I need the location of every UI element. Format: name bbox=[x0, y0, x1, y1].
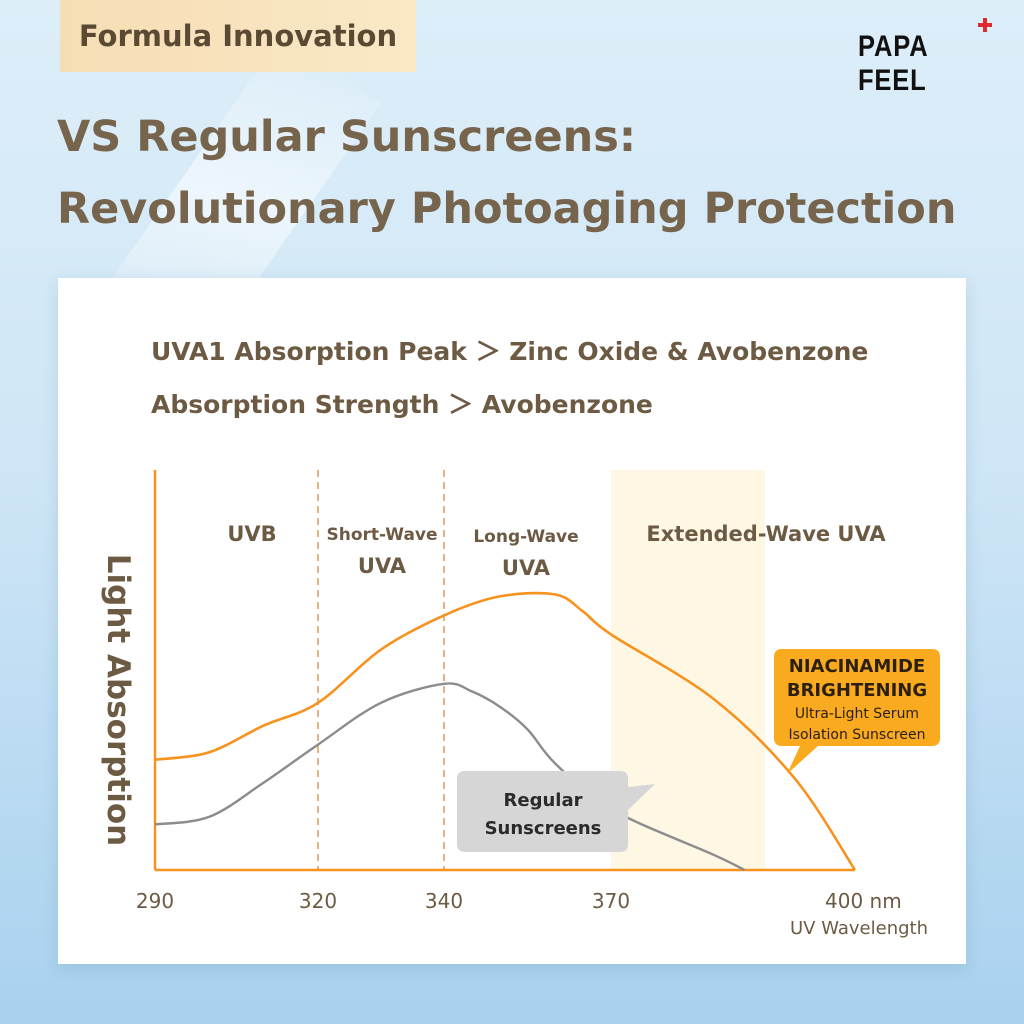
subtitle-absorption-peak: UVA1 Absorption Peak ＞ Zinc Oxide & Avob… bbox=[151, 337, 869, 366]
x-axis-label: UV Wavelength bbox=[790, 918, 928, 939]
x-tick-labels: 290 320 340 370 400 nm bbox=[136, 889, 902, 913]
region-label-0-0: UVB bbox=[227, 522, 276, 546]
headline-line-2: Revolutionary Photoaging Protection bbox=[57, 184, 957, 234]
region-label-3-0: Extended-Wave UVA bbox=[646, 522, 886, 546]
regular-sunscreens-callout: Regular Sunscreens bbox=[457, 771, 655, 852]
region-label-2-0: Long-Wave bbox=[473, 527, 578, 547]
orange-callout-line-1: BRIGHTENING bbox=[787, 680, 927, 701]
y-axis-label: Light Absorption bbox=[100, 554, 136, 846]
niacinamide-callout: NIACINAMIDE BRIGHTENING Ultra-Light Serum I… bbox=[774, 649, 940, 774]
region-label-2-1: UVA bbox=[502, 556, 551, 580]
brand-cross-icon bbox=[978, 18, 992, 32]
brand-logo: PAPA FEEL bbox=[858, 30, 928, 97]
orange-callout-line-0: NIACINAMIDE bbox=[789, 656, 925, 677]
gray-callout-box bbox=[457, 771, 655, 852]
orange-callout-line-2: Ultra-Light Serum bbox=[795, 706, 919, 722]
gray-callout-line-0: Regular bbox=[504, 790, 583, 811]
x-tick-370: 370 bbox=[592, 889, 630, 913]
x-tick-400: 400 nm bbox=[825, 889, 902, 913]
gray-callout-line-1: Sunscreens bbox=[485, 818, 602, 839]
extended-wave-highlight bbox=[611, 470, 765, 870]
region-labels: UVB Short-Wave UVA Long-Wave UVA Extended-Wav… bbox=[227, 522, 886, 580]
headline-line-1: VS Regular Sunscreens: bbox=[57, 112, 637, 162]
series-line-0 bbox=[154, 591, 857, 871]
section-tag: Formula Innovation bbox=[60, 0, 416, 72]
x-tick-290: 290 bbox=[136, 889, 174, 913]
region-label-1-0: Short-Wave bbox=[326, 525, 437, 545]
orange-callout-line-3: Isolation Sunscreen bbox=[789, 727, 926, 743]
chart-axes bbox=[153, 470, 855, 872]
orange-callout-box bbox=[774, 649, 940, 774]
x-tick-340: 340 bbox=[425, 889, 463, 913]
x-tick-320: 320 bbox=[299, 889, 337, 913]
subtitle-absorption-strength: Absorption Strength ＞ Avobenzone bbox=[151, 390, 653, 419]
region-dividers bbox=[317, 470, 445, 870]
region-label-1-1: UVA bbox=[358, 554, 407, 578]
